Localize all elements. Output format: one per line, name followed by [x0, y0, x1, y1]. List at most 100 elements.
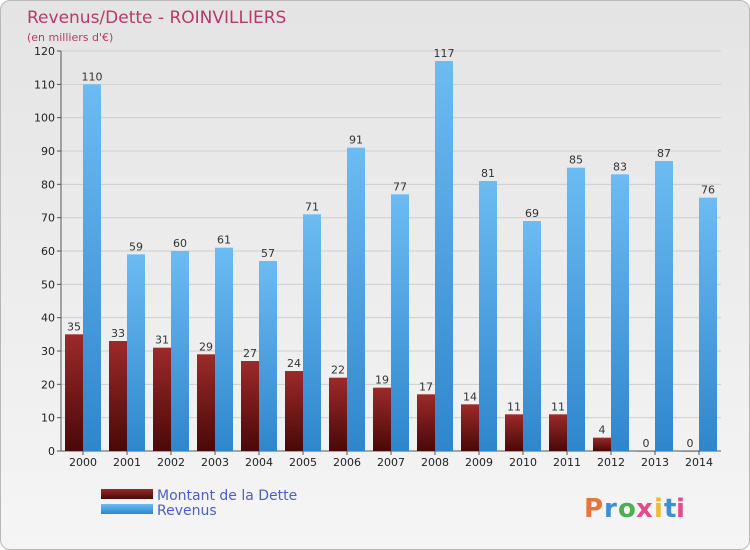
- bar-revenus: [655, 161, 673, 451]
- x-tick-label: 2014: [685, 456, 713, 469]
- y-tick-label: 40: [41, 312, 55, 325]
- bar-revenus: [479, 181, 497, 451]
- x-tick-label: 2012: [597, 456, 625, 469]
- bar-dette: [593, 437, 611, 451]
- data-label-revenus: 60: [173, 237, 187, 250]
- bar-revenus: [127, 254, 145, 451]
- bar-dette: [285, 371, 303, 451]
- data-label-dette: 0: [643, 437, 650, 450]
- bar-dette: [505, 414, 523, 451]
- logo-letter: i: [676, 494, 685, 524]
- data-label-revenus: 59: [129, 240, 143, 253]
- bar-revenus: [83, 84, 101, 451]
- x-tick-label: 2001: [113, 456, 141, 469]
- logo-letter: r: [604, 494, 617, 524]
- bar-revenus: [435, 61, 453, 451]
- y-tick-label: 110: [34, 78, 55, 91]
- bar-revenus: [567, 167, 585, 451]
- bar-dette: [241, 361, 259, 451]
- x-tick-label: 2007: [377, 456, 405, 469]
- bar-dette: [549, 414, 567, 451]
- bars: [65, 61, 717, 452]
- y-tick-label: 50: [41, 278, 55, 291]
- x-tick-label: 2003: [201, 456, 229, 469]
- logo-letter: i: [654, 494, 663, 524]
- data-label-revenus: 91: [349, 134, 363, 147]
- x-tick-label: 2004: [245, 456, 273, 469]
- x-tick-label: 2010: [509, 456, 537, 469]
- y-tick-label: 60: [41, 245, 55, 258]
- x-tick-label: 2009: [465, 456, 493, 469]
- bar-dette: [65, 334, 83, 451]
- bar-revenus: [611, 174, 629, 452]
- bar-revenus: [215, 247, 233, 451]
- data-label-revenus: 83: [613, 160, 627, 173]
- bar-revenus: [699, 197, 717, 451]
- data-label-dette: 27: [243, 347, 257, 360]
- data-label-dette: 33: [111, 327, 125, 340]
- legend-swatch: [101, 504, 153, 514]
- data-label-dette: 35: [67, 320, 81, 333]
- data-label-dette: 11: [551, 400, 565, 413]
- data-label-dette: 4: [599, 424, 606, 437]
- data-label-revenus: 76: [701, 184, 715, 197]
- logo-letter: o: [618, 494, 636, 524]
- legend-label: Revenus: [157, 503, 217, 519]
- data-label-dette: 19: [375, 374, 389, 387]
- data-label-revenus: 87: [657, 147, 671, 160]
- chart-title: Revenus/Dette - ROINVILLIERS: [27, 8, 286, 28]
- data-label-dette: 11: [507, 400, 521, 413]
- bar-dette: [197, 354, 215, 451]
- bar-dette: [461, 404, 479, 451]
- y-tick-label: 30: [41, 345, 55, 358]
- data-label-revenus: 61: [217, 234, 231, 247]
- x-tick-label: 2013: [641, 456, 669, 469]
- bar-revenus: [523, 221, 541, 451]
- x-tick-label: 2006: [333, 456, 361, 469]
- data-labels: 3511033593160296127572471229119771711714…: [67, 47, 715, 450]
- data-label-dette: 17: [419, 380, 433, 393]
- x-tick-label: 2002: [157, 456, 185, 469]
- bar-dette: [329, 377, 347, 451]
- bar-revenus: [171, 251, 189, 451]
- data-label-dette: 0: [687, 437, 694, 450]
- data-label-revenus: 69: [525, 207, 539, 220]
- data-label-revenus: 77: [393, 180, 407, 193]
- legend-label: Montant de la Dette: [157, 488, 297, 504]
- data-label-dette: 29: [199, 340, 213, 353]
- bar-dette: [153, 347, 171, 451]
- bar-revenus: [303, 214, 321, 451]
- y-tick-label: 0: [48, 445, 55, 458]
- y-tick-label: 90: [41, 145, 55, 158]
- bar-dette: [681, 451, 699, 452]
- data-label-dette: 24: [287, 357, 301, 370]
- chart-subtitle: (en milliers d'€): [27, 31, 113, 44]
- x-tick-label: 2011: [553, 456, 581, 469]
- y-tick-label: 120: [34, 45, 55, 58]
- data-label-revenus: 110: [82, 70, 103, 83]
- data-label-dette: 22: [331, 364, 345, 377]
- data-label-revenus: 71: [305, 200, 319, 213]
- y-tick-label: 80: [41, 178, 55, 191]
- y-tick-label: 100: [34, 112, 55, 125]
- y-tick-label: 20: [41, 378, 55, 391]
- logo-letter: x: [636, 494, 653, 524]
- y-tick-label: 70: [41, 212, 55, 225]
- data-label-revenus: 85: [569, 154, 583, 167]
- logo-letter: P: [584, 494, 603, 524]
- bar-dette: [417, 394, 435, 451]
- data-label-dette: 14: [463, 390, 477, 403]
- y-tick-label: 10: [41, 412, 55, 425]
- data-label-revenus: 57: [261, 247, 275, 260]
- x-tick-label: 2008: [421, 456, 449, 469]
- data-label-revenus: 117: [434, 47, 455, 60]
- x-tick-label: 2005: [289, 456, 317, 469]
- bar-revenus: [347, 147, 365, 451]
- data-label-revenus: 81: [481, 167, 495, 180]
- legend-swatch: [101, 489, 153, 499]
